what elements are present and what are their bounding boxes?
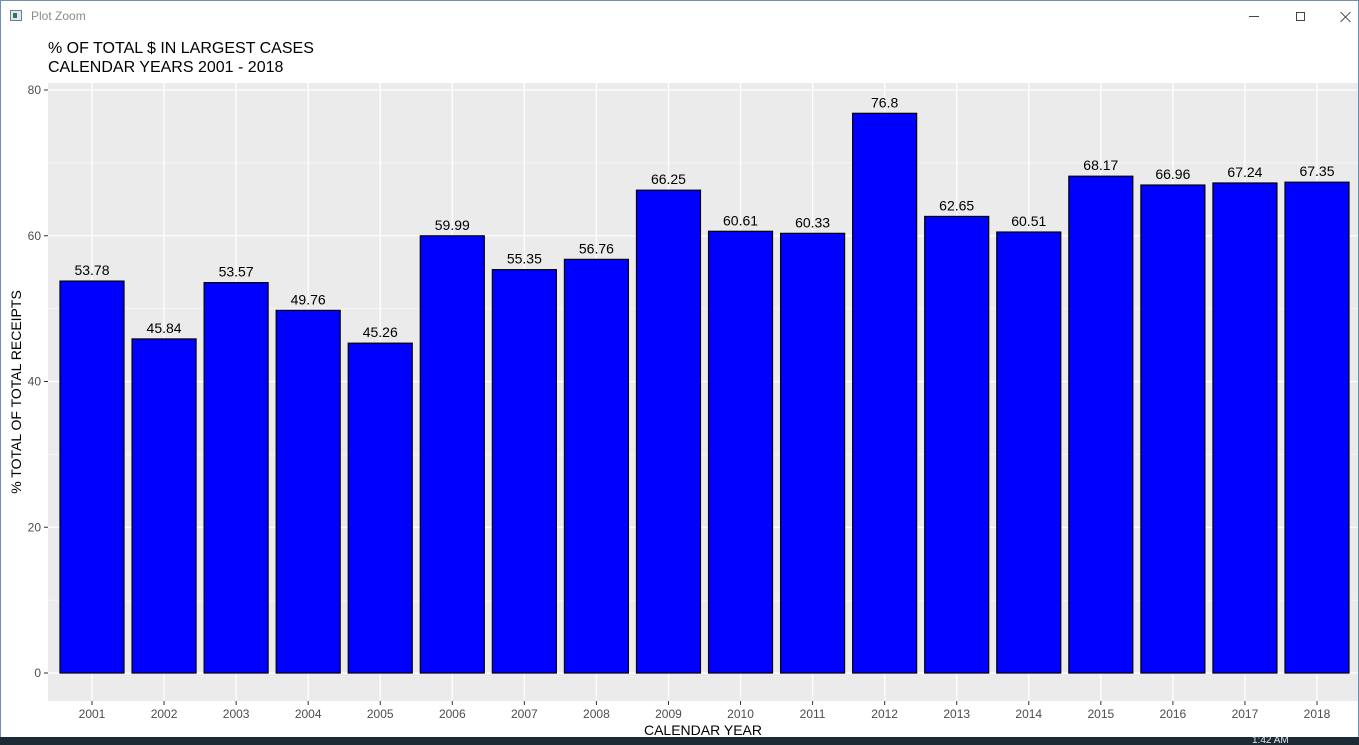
data-label-2001: 53.78: [74, 262, 109, 278]
bar-2014: [996, 231, 1062, 674]
title-bar[interactable]: Plot Zoom: [1, 1, 1358, 32]
bar-2018: [1284, 181, 1350, 674]
maximize-icon: [1295, 12, 1305, 21]
data-label-2012: 76.8: [871, 94, 898, 110]
y-tick-label: 0: [34, 666, 41, 680]
data-label-2002: 45.84: [147, 320, 182, 336]
bar-2003: [203, 282, 269, 674]
x-tick-label: 2014: [1015, 707, 1042, 721]
bar-2017: [1212, 182, 1278, 674]
y-tick-label: 40: [28, 375, 42, 389]
data-label-2018: 67.35: [1299, 163, 1334, 179]
minimize-icon: [1249, 16, 1259, 17]
bar-2010: [707, 230, 774, 674]
y-tick-label: 20: [28, 520, 42, 534]
data-label-2017: 67.24: [1227, 164, 1262, 180]
x-tick-label: 2006: [439, 707, 466, 721]
chart-title: % OF TOTAL $ IN LARGEST CASES: [48, 40, 314, 57]
bar-2012: [852, 112, 918, 674]
x-tick-label: 2018: [1304, 707, 1331, 721]
window-title: Plot Zoom: [31, 9, 86, 23]
app-icon: [10, 10, 22, 21]
x-tick-label: 2008: [583, 707, 610, 721]
x-tick-label: 2012: [871, 707, 898, 721]
chart-subtitle: CALENDAR YEARS 2001 - 2018: [48, 59, 284, 76]
data-label-2014: 60.51: [1011, 213, 1046, 229]
data-label-2007: 55.35: [507, 251, 542, 267]
data-label-2013: 62.65: [939, 197, 974, 213]
x-tick-label: 2010: [727, 707, 754, 721]
bar-2009: [635, 189, 702, 674]
x-tick-label: 2013: [943, 707, 970, 721]
x-tick-label: 2007: [511, 707, 538, 721]
data-label-2015: 68.17: [1083, 157, 1118, 173]
bar-2013: [924, 215, 990, 674]
bar-2007: [491, 269, 557, 674]
maximize-button[interactable]: [1277, 1, 1323, 32]
y-tick-label: 80: [28, 83, 42, 97]
bar-2011: [779, 232, 846, 674]
x-tick-label: 2005: [367, 707, 394, 721]
data-label-2016: 66.96: [1155, 166, 1190, 182]
x-tick-label: 2017: [1232, 707, 1259, 721]
bar-2016: [1140, 184, 1206, 674]
x-tick-label: 2011: [800, 707, 826, 721]
x-tick-label: 2016: [1160, 707, 1187, 721]
x-tick-label: 2004: [295, 707, 322, 721]
bar-2001: [59, 280, 125, 674]
x-tick-label: 2002: [151, 707, 178, 721]
data-label-2004: 49.76: [291, 291, 326, 307]
bar-2015: [1068, 175, 1134, 674]
data-label-2011: 60.33: [795, 214, 830, 230]
data-label-2008: 56.76: [579, 240, 614, 256]
taskbar: [0, 737, 1359, 745]
bar-2004: [275, 309, 341, 674]
data-label-2010: 60.61: [723, 212, 758, 228]
y-axis-title: % TOTAL OF TOTAL RECEIPTS: [8, 290, 24, 494]
x-tick-label: 2015: [1087, 707, 1114, 721]
data-label-2005: 45.26: [363, 324, 398, 340]
bar-2002: [131, 338, 197, 674]
taskbar-clock: 1:42 AM: [1252, 737, 1289, 745]
data-label-2009: 66.25: [651, 171, 686, 187]
x-tick-label: 2009: [655, 707, 682, 721]
minimize-button[interactable]: [1231, 1, 1277, 32]
data-label-2006: 59.99: [435, 217, 470, 233]
x-tick-label: 2003: [223, 707, 250, 721]
y-tick-label: 60: [28, 229, 42, 243]
data-label-2003: 53.57: [219, 264, 254, 280]
x-axis-title: CALENDAR YEAR: [644, 722, 762, 738]
bar-2006: [419, 235, 485, 674]
x-tick-label: 2001: [79, 707, 106, 721]
bar-2005: [347, 342, 413, 674]
plot-title-block: % OF TOTAL $ IN LARGEST CASES CALENDAR Y…: [48, 39, 314, 77]
bar-2008: [563, 258, 630, 674]
